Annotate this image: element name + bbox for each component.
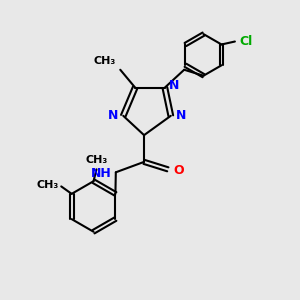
- Text: CH₃: CH₃: [36, 180, 58, 190]
- Text: N: N: [107, 109, 118, 122]
- Text: Cl: Cl: [239, 35, 253, 48]
- Text: CH₃: CH₃: [85, 155, 108, 165]
- Text: CH₃: CH₃: [94, 56, 116, 66]
- Text: O: O: [174, 164, 184, 177]
- Text: N: N: [176, 109, 187, 122]
- Text: N: N: [169, 79, 180, 92]
- Text: NH: NH: [91, 167, 111, 180]
